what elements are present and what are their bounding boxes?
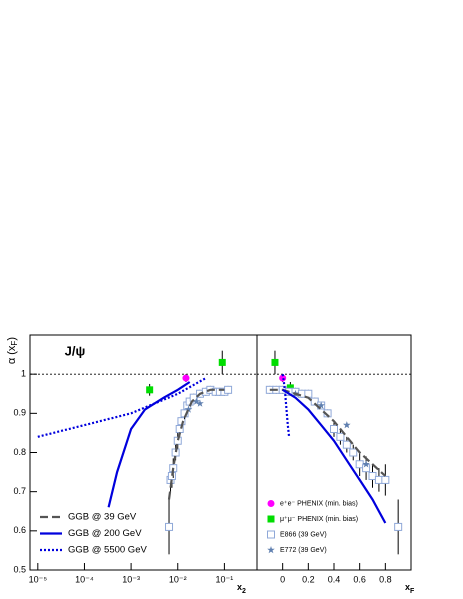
point [343, 421, 351, 429]
chart-title: J/ψ [65, 343, 86, 358]
x-tick-label: 0.2 [302, 574, 315, 584]
legend-swatch [267, 500, 275, 507]
x-tick-label: 10⁻¹ [216, 574, 234, 584]
point [394, 522, 403, 531]
y-tick-label: 0.8 [13, 447, 26, 457]
point [182, 374, 190, 382]
y-tick-label: 0.9 [13, 408, 26, 418]
point [146, 386, 154, 394]
point [336, 432, 345, 441]
legend-label: E866 (39 GeV) [280, 531, 327, 538]
y-tick-label: 1 [21, 369, 26, 379]
point [192, 397, 201, 405]
point [342, 440, 351, 449]
point [218, 358, 226, 366]
curve [269, 388, 387, 477]
y-tick-label: 0.6 [13, 525, 26, 535]
legend-label: GGB @ 5500 GeV [68, 545, 147, 556]
curve [281, 374, 291, 437]
y-tick-label: 0.5 [13, 564, 26, 574]
curve [282, 388, 387, 524]
x-axis-label-part: 2 [242, 588, 246, 595]
x-axis-label-part: x [405, 582, 410, 592]
x-axis-label: xF [405, 582, 415, 594]
point [184, 405, 193, 413]
point [317, 401, 325, 409]
curve [107, 381, 191, 508]
y-axis-label-part: F [10, 341, 19, 346]
y-tick-label: 0.7 [13, 486, 26, 496]
legend-label: μ⁺μ⁻ PHENIX (min. bias) [280, 516, 358, 523]
x-tick-label: 10⁻⁴ [75, 574, 94, 584]
point [196, 399, 204, 407]
x-tick-label: 10⁻³ [122, 574, 140, 584]
x-tick-label: 0.4 [328, 574, 341, 584]
point [349, 448, 358, 457]
curve [37, 377, 207, 438]
point [381, 475, 390, 484]
curve [167, 388, 225, 500]
point [330, 425, 338, 433]
x-axis-label-part: F [410, 588, 415, 595]
y-axis-label: α (xF) [6, 337, 19, 364]
x-tick-label: 10⁻² [169, 574, 187, 584]
point [271, 358, 279, 366]
legend-label: e⁺e⁻ PHENIX (min. bias) [280, 500, 358, 507]
y-axis-label-part: ) [6, 337, 18, 341]
x-tick-label: 10⁻⁵ [29, 574, 48, 584]
x-axis-label-part: x [237, 582, 242, 592]
point [165, 522, 174, 531]
legend-swatch [267, 530, 275, 539]
y-axis-label-part: α (x [6, 345, 18, 364]
legend-swatch [267, 515, 275, 523]
point [224, 385, 233, 394]
x-axis-label: x2 [237, 582, 246, 594]
legend-label: GGB @ 39 GeV [68, 512, 137, 523]
x-tick-label: 0.6 [353, 574, 366, 584]
x-tick-label: 0 [280, 574, 285, 584]
point [362, 460, 370, 468]
legend-swatch [267, 546, 275, 554]
legend-label: GGB @ 200 GeV [68, 528, 142, 539]
legend-label: E772 (39 GeV) [280, 547, 327, 554]
x-tick-label: 0.8 [379, 574, 392, 584]
